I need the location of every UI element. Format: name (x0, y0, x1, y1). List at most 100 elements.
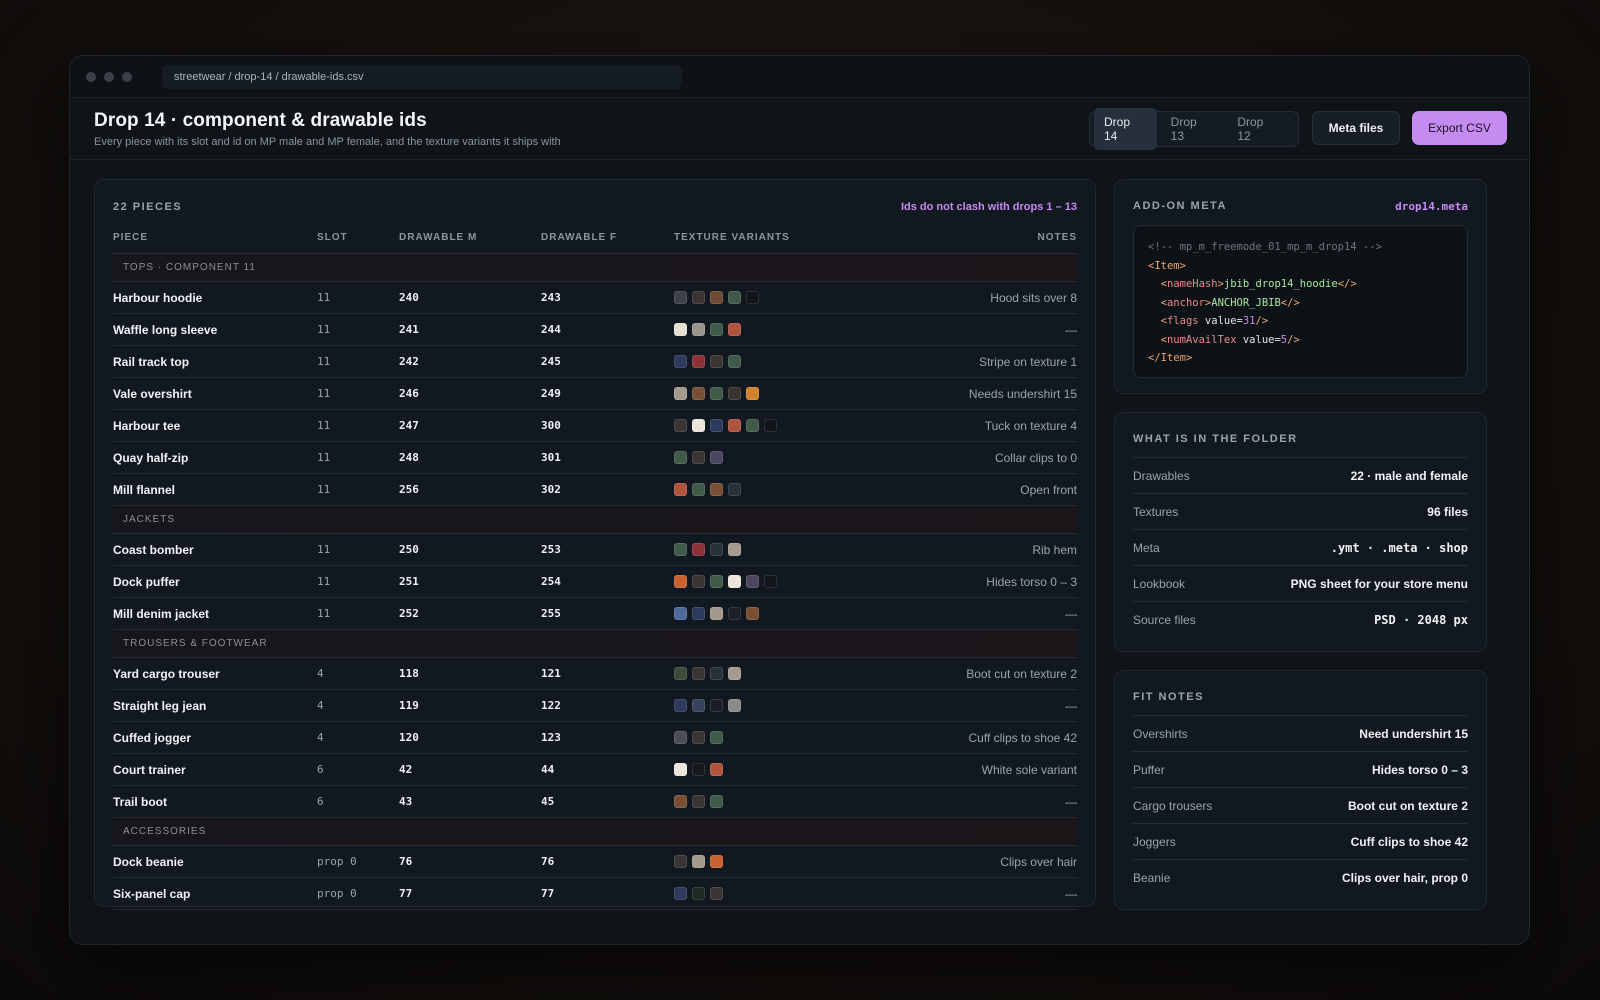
col-drawable-m[interactable]: DRAWABLE M (399, 232, 478, 243)
texture-swatch[interactable] (728, 290, 741, 304)
texture-swatch[interactable] (710, 482, 723, 496)
texture-swatch[interactable] (674, 290, 687, 304)
col-drawable-f[interactable]: DRAWABLE F (541, 232, 618, 243)
table-row[interactable]: Trail boot 6 43 45 — (113, 786, 1077, 818)
texture-swatch[interactable] (692, 482, 705, 496)
table-row[interactable]: Dock puffer 11 251 254 Hides torso 0 – 3 (113, 566, 1077, 598)
texture-swatch[interactable] (674, 794, 687, 808)
table-row[interactable]: Harbour hoodie 11 240 243 Hood sits over 8 (113, 282, 1077, 314)
meta-filename[interactable]: drop14.meta (1395, 200, 1468, 213)
table-row[interactable]: Straight leg jean 4 119 122 — (113, 690, 1077, 722)
texture-swatch[interactable] (728, 482, 741, 496)
texture-swatch[interactable] (692, 542, 705, 556)
texture-swatch[interactable] (692, 322, 705, 336)
export-csv-button[interactable]: Export CSV (1412, 111, 1507, 145)
texture-swatch[interactable] (746, 290, 759, 304)
texture-swatch[interactable] (710, 542, 723, 556)
table-row[interactable]: Mill denim jacket 11 252 255 — (113, 598, 1077, 630)
address-bar[interactable]: streetwear / drop-14 / drawable-ids.csv (162, 64, 682, 89)
texture-swatch[interactable] (674, 762, 687, 776)
texture-swatch[interactable] (728, 322, 741, 336)
texture-swatch[interactable] (674, 698, 687, 712)
texture-swatch[interactable] (692, 606, 705, 620)
texture-swatch[interactable] (710, 606, 723, 620)
table-row[interactable]: Six-panel cap prop 0 77 77 — (113, 878, 1077, 910)
table-row[interactable]: Rail track top 11 242 245 Stripe on texture … (113, 346, 1077, 378)
texture-swatch[interactable] (692, 794, 705, 808)
texture-swatch[interactable] (692, 730, 705, 744)
texture-swatch[interactable] (674, 418, 687, 432)
texture-swatch[interactable] (710, 854, 723, 868)
texture-swatch[interactable] (764, 418, 777, 432)
texture-swatch[interactable] (692, 290, 705, 304)
texture-swatch[interactable] (746, 418, 759, 432)
texture-swatch[interactable] (674, 354, 687, 368)
texture-swatch[interactable] (710, 698, 723, 712)
texture-swatch[interactable] (710, 666, 723, 680)
texture-swatch[interactable] (674, 574, 687, 588)
texture-swatch[interactable] (710, 354, 723, 368)
texture-swatch[interactable] (710, 450, 723, 464)
texture-swatch[interactable] (692, 698, 705, 712)
texture-swatch[interactable] (728, 418, 741, 432)
close-window-dot[interactable] (86, 71, 96, 82)
texture-swatch[interactable] (674, 886, 687, 900)
texture-swatch[interactable] (674, 666, 687, 680)
texture-swatch[interactable] (692, 666, 705, 680)
texture-swatch[interactable] (692, 762, 705, 776)
texture-swatch[interactable] (674, 542, 687, 556)
texture-swatch[interactable] (692, 886, 705, 900)
texture-swatch[interactable] (692, 418, 705, 432)
texture-swatch[interactable] (710, 762, 723, 776)
texture-swatch[interactable] (710, 322, 723, 336)
table-row[interactable]: Quay half-zip 11 248 301 Collar clips to 0 (113, 442, 1077, 474)
texture-swatch[interactable] (710, 386, 723, 400)
col-piece[interactable]: PIECE (113, 232, 149, 243)
table-row[interactable]: Mill flannel 11 256 302 Open front (113, 474, 1077, 506)
texture-swatch[interactable] (728, 354, 741, 368)
table-row[interactable]: Dock beanie prop 0 76 76 Clips over hair (113, 846, 1077, 878)
texture-swatch[interactable] (692, 854, 705, 868)
texture-swatch[interactable] (728, 542, 741, 556)
texture-swatch[interactable] (728, 574, 741, 588)
col-texture-variants[interactable]: TEXTURE VARIANTS (674, 232, 790, 243)
texture-swatch[interactable] (674, 730, 687, 744)
table-row[interactable]: Vale overshirt 11 246 249 Needs undershirt 1… (113, 378, 1077, 410)
col-notes[interactable]: NOTES (1037, 232, 1077, 243)
maximize-window-dot[interactable] (122, 71, 132, 82)
texture-swatch[interactable] (674, 386, 687, 400)
texture-swatch[interactable] (674, 322, 687, 336)
texture-swatch[interactable] (674, 854, 687, 868)
texture-swatch[interactable] (710, 886, 723, 900)
texture-swatch[interactable] (692, 354, 705, 368)
texture-swatch[interactable] (674, 606, 687, 620)
texture-swatch[interactable] (746, 574, 759, 588)
texture-swatch[interactable] (692, 450, 705, 464)
table-row[interactable]: Yard cargo trouser 4 118 121 Boot cut on tex… (113, 658, 1077, 690)
texture-swatch[interactable] (728, 698, 741, 712)
tab-drop-12[interactable]: Drop 12 (1237, 115, 1264, 143)
texture-swatch[interactable] (746, 606, 759, 620)
texture-swatch[interactable] (764, 574, 777, 588)
table-row[interactable]: Harbour tee 11 247 300 Tuck on texture 4 (113, 410, 1077, 442)
texture-swatch[interactable] (692, 574, 705, 588)
table-row[interactable]: Coast bomber 11 250 253 Rib hem (113, 534, 1077, 566)
texture-swatch[interactable] (728, 386, 741, 400)
minimize-window-dot[interactable] (104, 71, 114, 82)
tab-drop-13[interactable]: Drop 13 (1170, 115, 1197, 143)
texture-swatch[interactable] (710, 730, 723, 744)
table-row[interactable]: Court trainer 6 42 44 White sole variant (113, 754, 1077, 786)
texture-swatch[interactable] (710, 418, 723, 432)
texture-swatch[interactable] (710, 794, 723, 808)
texture-swatch[interactable] (674, 450, 687, 464)
texture-swatch[interactable] (692, 386, 705, 400)
tab-drop-14[interactable]: Drop 14 (1094, 108, 1157, 150)
texture-swatch[interactable] (728, 606, 741, 620)
texture-swatch[interactable] (728, 666, 741, 680)
table-row[interactable]: Waffle long sleeve 11 241 244 — (113, 314, 1077, 346)
table-row[interactable]: Cuffed jogger 4 120 123 Cuff clips to shoe 4… (113, 722, 1077, 754)
col-slot[interactable]: SLOT (317, 232, 348, 243)
meta-files-button[interactable]: Meta files (1312, 111, 1400, 145)
texture-swatch[interactable] (710, 574, 723, 588)
texture-swatch[interactable] (710, 290, 723, 304)
